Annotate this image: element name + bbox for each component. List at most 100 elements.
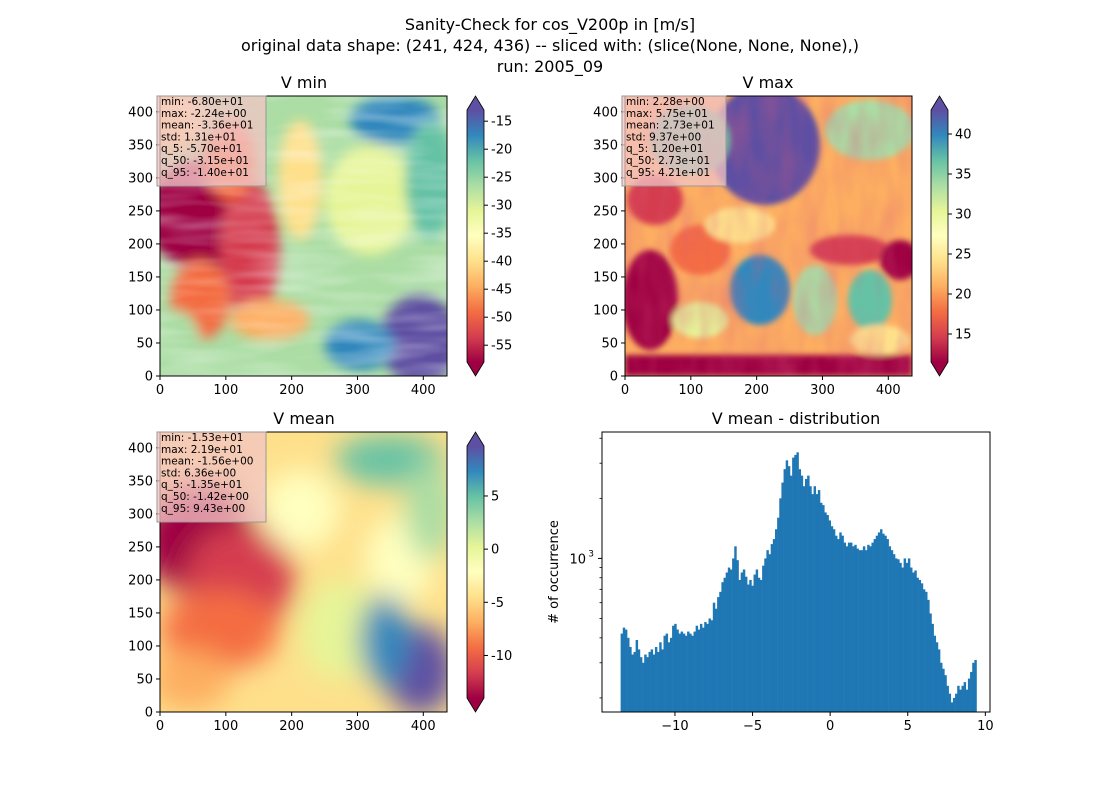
histogram-bar: [672, 625, 675, 712]
histogram-bar: [802, 486, 806, 712]
histogram-bar: [907, 558, 911, 712]
histogram-bar: [792, 457, 795, 712]
y-tick-label: 100: [593, 303, 618, 318]
histogram-bar: [753, 574, 756, 712]
histogram-bar: [789, 475, 793, 712]
axes-frame-vmax: [624, 95, 913, 377]
x-tick-label: 100: [678, 383, 703, 398]
colorbar-tick-label: 15: [955, 328, 972, 343]
histogram-bar: [648, 651, 651, 712]
x-tick-label: 300: [810, 383, 835, 398]
stat-line: max: 5.75e+01: [626, 108, 708, 120]
y-axis-vmean: 0 50 100 150 200 250 300 350 400: [128, 441, 160, 721]
histogram-bar: [702, 627, 705, 712]
histogram-bar: [839, 532, 842, 712]
x-tick-label: 400: [411, 719, 436, 734]
histogram-bar: [678, 633, 681, 712]
figure-title-line3: run: 2005_09: [497, 57, 603, 77]
x-tick-label: −10: [661, 719, 688, 734]
y-tick-label: 400: [593, 105, 618, 120]
histogram-bar: [637, 649, 641, 712]
y-tick-exponent: 3: [588, 549, 594, 559]
histogram-bar: [796, 452, 799, 712]
histogram-title: V mean - distribution: [712, 409, 881, 428]
histogram-bar: [835, 535, 838, 712]
histogram-bar: [644, 654, 647, 712]
colorbar-tick-label: 0: [491, 543, 499, 558]
histogram-bar: [927, 599, 930, 712]
x-tick-label: 300: [345, 383, 370, 398]
histogram-bar: [832, 529, 836, 712]
histogram-bar: [961, 685, 964, 712]
histogram-bar: [631, 654, 634, 712]
histogram-bar: [719, 591, 722, 712]
histogram-bar: [663, 635, 666, 712]
panel-histogram: V mean - distribution −10 −5 0 5 10 10 3 # of…: [547, 409, 994, 734]
histogram-bar: [751, 585, 754, 712]
stat-line: min: 2.28e+00: [626, 96, 705, 108]
histogram-bar: [635, 640, 639, 712]
x-tick-label: 5: [904, 719, 912, 734]
histogram-bar: [689, 633, 692, 712]
histogram-bar: [867, 544, 870, 712]
y-tick-label: 300: [128, 171, 153, 186]
histogram-bar: [729, 569, 733, 712]
histogram-bar: [768, 554, 771, 712]
histogram-bar: [727, 567, 731, 712]
histogram-bar: [895, 558, 898, 712]
y-tick-label: 350: [128, 474, 153, 489]
histogram-bar: [811, 494, 814, 712]
y-tick-label: 100: [128, 303, 153, 318]
colorbar-tick-label: 25: [955, 248, 972, 263]
histogram-bar: [942, 668, 945, 712]
histogram-bar: [807, 475, 810, 712]
colorbar-tick-label: 35: [955, 168, 972, 183]
histogram-bar: [963, 682, 967, 712]
stat-line: max: 2.19e+01: [161, 444, 243, 456]
histogram-bar: [935, 642, 939, 712]
histogram-bar: [869, 546, 872, 712]
histogram-bar: [708, 618, 711, 712]
histogram-bar: [680, 631, 684, 712]
histogram-bar: [860, 550, 864, 712]
histogram-bar: [674, 623, 677, 712]
histogram-bar: [852, 546, 855, 712]
y-tick-label: 250: [128, 540, 153, 555]
y-tick-label: 350: [593, 138, 618, 153]
figure-title-line2: original data shape: (241, 424, 436) -- …: [241, 36, 859, 55]
histogram-bar: [665, 633, 669, 712]
panel-vmin-title: V min: [281, 73, 327, 92]
stat-line: q_50: -1.42e+00: [161, 491, 249, 503]
histogram-bar: [721, 582, 724, 712]
stat-line: std: 9.37e+00: [626, 131, 701, 143]
histogram-bar: [798, 469, 802, 712]
histogram-bar: [952, 697, 956, 712]
histogram-bar: [697, 629, 701, 712]
stat-line: max: -2.24e+00: [161, 108, 247, 120]
colorbar-vmean: 5 0 -5 -10: [466, 431, 512, 713]
stat-line: q_50: 2.73e+01: [626, 155, 710, 167]
histogram-bar: [948, 693, 952, 712]
histogram-bar: [704, 622, 707, 712]
histogram-bar: [684, 635, 688, 712]
stat-line: q_95: 9.43e+00: [161, 503, 245, 515]
histogram-bar: [897, 559, 900, 712]
y-tick-label: 150: [128, 606, 153, 621]
histogram-bar: [944, 675, 947, 712]
colorbar-tick-label: 30: [955, 208, 972, 223]
y-tick-label: 50: [136, 336, 153, 351]
histogram-bar: [738, 579, 741, 712]
stat-line: q_5: -5.70e+01: [161, 143, 242, 155]
histogram-bar: [777, 517, 780, 712]
histogram-bar: [661, 649, 664, 712]
y-tick-label: 250: [128, 204, 153, 219]
histogram-bar: [695, 625, 699, 712]
histogram-bar: [627, 637, 630, 712]
histogram-bar: [854, 544, 857, 712]
x-tick-label: 200: [744, 383, 769, 398]
stat-line: min: -6.80e+01: [161, 96, 243, 108]
x-tick-label: 400: [411, 383, 436, 398]
y-tick-label: 50: [136, 672, 153, 687]
histogram-bar: [770, 544, 774, 712]
panel-vmin: V min 0 100 200 300 400 0 50 100 150 200: [128, 73, 512, 398]
